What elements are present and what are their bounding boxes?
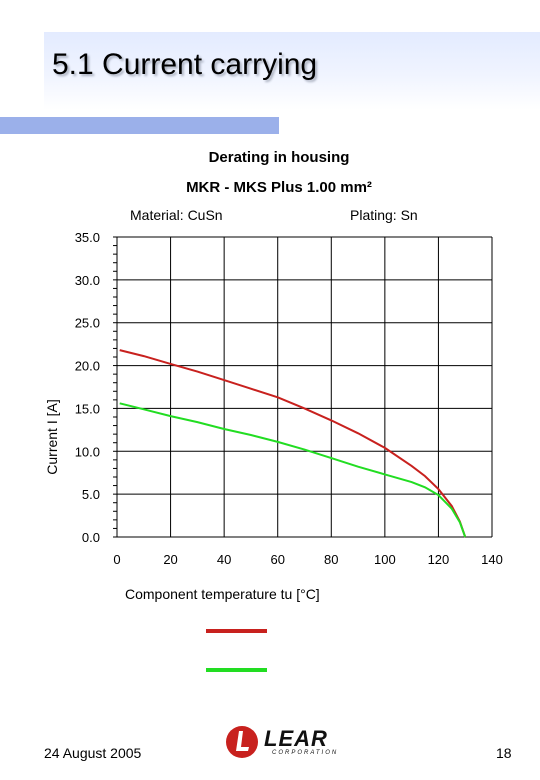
x-tick-label: 100 xyxy=(374,552,396,567)
y-axis-label: Current I [A] xyxy=(44,399,60,474)
x-tick-label: 0 xyxy=(113,552,120,567)
x-tick-label: 80 xyxy=(324,552,338,567)
page-title: 5.1 Current carrying xyxy=(52,48,318,81)
y-tick-label: 15.0 xyxy=(75,401,100,416)
x-tick-label: 120 xyxy=(428,552,450,567)
y-tick-label: 0.0 xyxy=(82,530,100,545)
y-tick-label: 5.0 xyxy=(82,487,100,502)
logo-wordmark: LEAR xyxy=(264,726,328,751)
page-number: 18 xyxy=(496,745,512,761)
series-line xyxy=(119,402,467,538)
x-tick-label: 140 xyxy=(481,552,503,567)
title-band xyxy=(44,32,540,110)
footer-date: 24 August 2005 xyxy=(44,745,142,761)
material-annotation: Material: CuSn xyxy=(130,207,223,223)
logo-subtitle: CORPORATION xyxy=(272,750,339,756)
y-tick-label: 25.0 xyxy=(75,316,100,331)
lear-logo: LEAR CORPORATION xyxy=(224,724,348,760)
x-tick-label: 40 xyxy=(217,552,231,567)
x-tick-label: 20 xyxy=(163,552,177,567)
x-axis-label: Component temperature tu [°C] xyxy=(125,586,320,602)
plating-annotation: Plating: Sn xyxy=(350,207,418,223)
x-tick-label: 60 xyxy=(270,552,284,567)
accent-bar xyxy=(0,117,279,134)
y-tick-label: 10.0 xyxy=(75,444,100,459)
chart-title: Derating in housing xyxy=(208,149,350,166)
y-tick-label: 30.0 xyxy=(75,273,100,288)
derating-chart: 0.0 5.0 10.0 15.0 20.0 25.0 30.0 35.0 0 20 40 60 80 1… xyxy=(44,230,503,672)
chart-subtitle: MKR - MKS Plus 1.00 mm² xyxy=(186,179,372,196)
lear-logo-mark-icon xyxy=(226,726,258,758)
y-tick-label: 20.0 xyxy=(75,359,100,374)
y-tick-label: 35.0 xyxy=(75,230,100,245)
series-line xyxy=(119,349,467,538)
